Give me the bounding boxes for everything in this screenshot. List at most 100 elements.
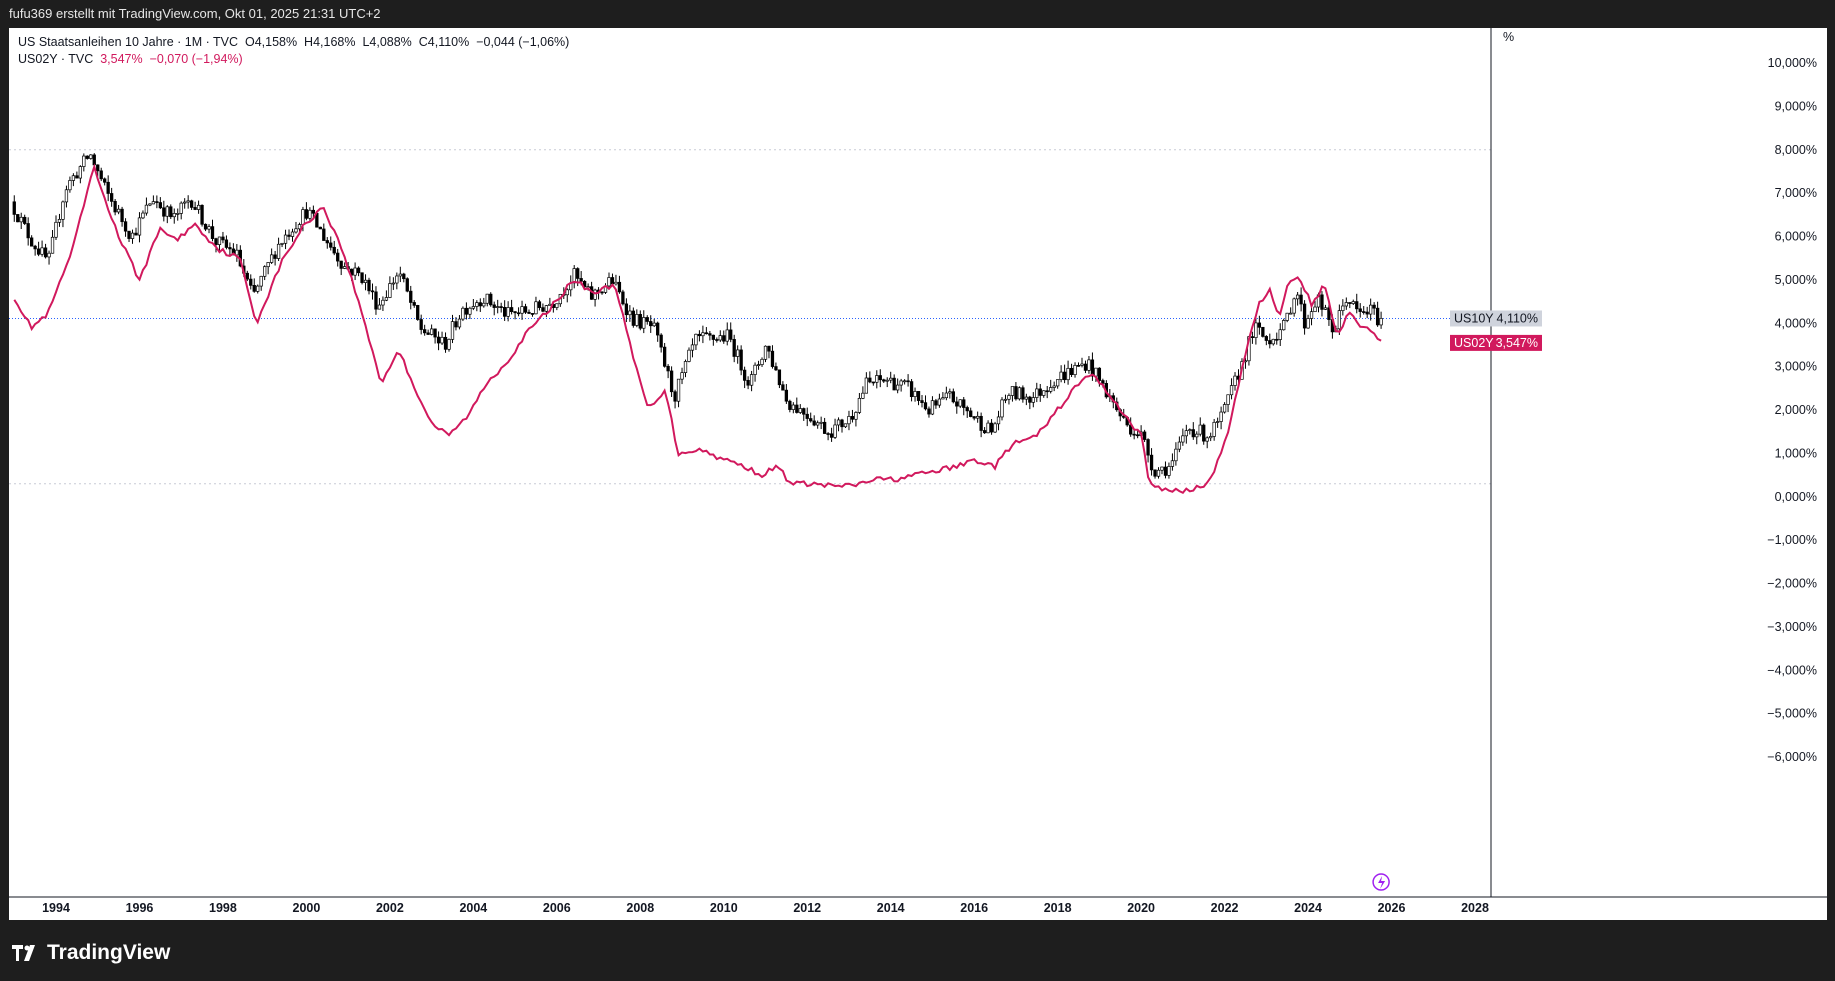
us10y-candle-body: [1163, 466, 1168, 476]
flash-icon-bolt: [1378, 876, 1386, 889]
x-tick-label: 2006: [543, 901, 571, 915]
us10y-candle-body: [165, 206, 169, 217]
us10y-candle-body: [864, 377, 869, 394]
us10y-candle-body: [485, 293, 489, 304]
us10y-candle-body: [1282, 320, 1286, 331]
x-tick-label: 1994: [42, 901, 70, 915]
us10y-candle-body: [297, 224, 302, 230]
price-chart[interactable]: % 10,000% 9,000% 8,000% 7,000% 6,000% 5,000% 4,…: [9, 28, 1827, 920]
us10y-candle-body: [628, 310, 632, 316]
us10y-candle-body: [1209, 436, 1213, 439]
us10y-candle-body: [36, 248, 41, 255]
us10y-candle-body: [360, 272, 364, 283]
us10y-candle-body: [1021, 387, 1025, 400]
x-tick-label: 2012: [793, 901, 821, 915]
us10y-candle-body: [1226, 394, 1230, 405]
us10y-candle-body: [600, 291, 604, 294]
us10y-candle-body: [638, 314, 642, 329]
us10y-candle-body: [937, 398, 942, 406]
us10y-candle-body: [951, 391, 955, 403]
us10y-candle-body: [402, 273, 406, 280]
us10y-change: −0,044 (−1,06%): [476, 35, 570, 49]
us10y-candle-body: [1066, 367, 1070, 381]
us10y-candle-body: [398, 273, 402, 277]
us10y-candle-body: [1062, 371, 1067, 381]
us10y-candle-body: [687, 349, 691, 362]
us10y-candle-body: [245, 272, 249, 280]
us10y-candle-body: [1309, 311, 1314, 319]
us10y-candle-body: [294, 228, 298, 233]
us10y-candle-body: [1215, 421, 1220, 423]
tradingview-logo[interactable]: TradingView: [12, 941, 170, 965]
us10y-candle-body: [405, 278, 409, 292]
us10y-candle-body: [1292, 298, 1296, 314]
legend-row-us02y[interactable]: US02Y · TVC 3,547% −0,070 (−1,94%): [18, 51, 569, 68]
us10y-candle-body: [923, 402, 928, 410]
us10y-candle-body: [496, 306, 500, 308]
us10y-candle-body: [756, 364, 761, 366]
x-tick-label: 2026: [1378, 901, 1406, 915]
us10y-high: H4,168%: [304, 35, 356, 49]
us10y-candle-body: [71, 175, 76, 181]
us10y-candle-body: [40, 247, 44, 255]
us10y-candle-body: [343, 266, 347, 269]
price-axis-unit: %: [1503, 30, 1514, 44]
us10y-candle-body: [822, 421, 827, 434]
us10y-candle-body: [1049, 387, 1053, 392]
us10y-candle-body: [322, 228, 326, 241]
us10y-candle-body: [377, 304, 382, 310]
us10y-candle-body: [1059, 371, 1063, 380]
us10y-candle-body: [64, 189, 69, 203]
us10y-price-label-value: 4,110%: [1497, 311, 1538, 325]
us10y-candle-body: [1038, 388, 1042, 396]
us10y-candle-body: [694, 333, 698, 346]
us10y-candle-body: [57, 218, 62, 223]
us10y-candle-body: [829, 433, 834, 438]
us10y-candle-body: [50, 236, 55, 254]
us10y-candle-body: [454, 321, 458, 328]
us10y-candle-body: [1000, 399, 1004, 418]
us10y-candle-body: [75, 175, 79, 179]
us10y-candle-body: [972, 416, 976, 419]
us10y-candle-body: [1191, 429, 1195, 438]
us02y-price-label-bg: [1450, 334, 1542, 351]
us10y-candle-body: [290, 231, 295, 237]
us10y-candle-body: [649, 321, 653, 327]
us10y-candle-body: [805, 413, 809, 419]
us10y-candle-body: [979, 415, 983, 431]
us10y-candle-body: [614, 281, 618, 285]
us10y-candle-body: [363, 279, 368, 283]
us10y-candle-body: [113, 201, 117, 213]
us10y-candle-body: [662, 346, 667, 367]
us10y-candle-body: [16, 214, 20, 223]
us10y-candle-body: [1268, 340, 1272, 345]
us10y-candle-body: [934, 400, 938, 406]
us10y-candle-body: [269, 254, 274, 263]
us10y-candle-body: [96, 164, 100, 172]
us10y-candle-body: [249, 278, 253, 286]
us10y-candle-body: [875, 375, 879, 383]
us10y-candle-body: [137, 217, 142, 236]
us10y-candle-body: [621, 291, 625, 305]
us10y-candle-body: [555, 303, 559, 308]
us10y-candle-body: [443, 336, 448, 350]
us10y-candle-body: [416, 305, 420, 320]
us10y-candle-body: [1289, 312, 1293, 315]
us10y-candle-body: [450, 321, 455, 340]
us02y-price-label-value: 3,547%: [1496, 336, 1538, 350]
us10y-candle-body: [332, 246, 336, 254]
us10y-candle-body: [1278, 329, 1282, 340]
us10y-candle-body: [1358, 308, 1362, 312]
us10y-candle-body: [1035, 388, 1039, 398]
us10y-candle-body: [1052, 385, 1056, 388]
us10y-candle-body: [572, 268, 576, 284]
us10y-candle-body: [436, 336, 441, 344]
us10y-candle-body: [1135, 434, 1140, 437]
chart-frame[interactable]: % 10,000% 9,000% 8,000% 7,000% 6,000% 5,000% 4,…: [9, 28, 1827, 920]
y-tick-label: 10,000%: [1768, 56, 1817, 70]
x-tick-label: 2024: [1294, 901, 1322, 915]
tradingview-wordmark: TradingView: [47, 941, 171, 964]
x-tick-label: 2016: [960, 901, 988, 915]
legend-row-us10y[interactable]: US Staatsanleihen 10 Jahre · 1M · TVC O4…: [18, 34, 569, 51]
us10y-candle-body: [1149, 454, 1154, 471]
